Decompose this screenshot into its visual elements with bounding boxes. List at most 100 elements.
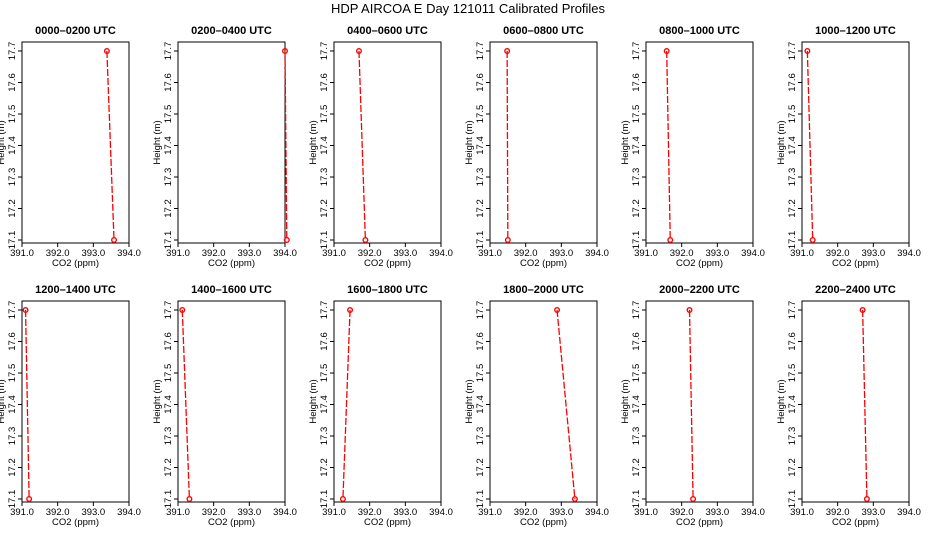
x-axis-label: CO2 (ppm) [364,258,411,269]
data-point [282,48,289,55]
profile-line [556,309,576,500]
panel-title: 0600–0800 UTC [503,25,584,37]
y-tick-label: 17.7 [7,301,18,320]
x-axis-label: CO2 (ppm) [520,517,567,528]
profile-line [24,309,30,500]
y-tick-label: 17.2 [163,199,174,218]
y-axis-label: Height (m) [776,120,787,164]
data-point [667,236,674,243]
y-tick-label: 17.6 [475,73,486,92]
y-tick-label: 17.4 [475,136,486,155]
y-tick-label: 17.5 [7,364,18,383]
y-tick-label: 17.4 [787,136,798,155]
chart-panel: 1800–2000 UTC 391.0 392.0 393.0 394.0 17.1 17.… [464,284,609,528]
y-axis-label: Height (m) [464,379,475,423]
y-tick-label: 17.5 [475,364,486,383]
x-tick-label: 392.0 [514,248,538,259]
plot-frame [21,300,130,503]
y-tick-label: 17.1 [7,231,18,250]
y-tick-label: 17.7 [475,301,486,320]
y-tick-label: 17.2 [7,199,18,218]
x-tick-label: 391.0 [166,507,190,518]
x-tick-label: 392.0 [358,248,382,259]
x-tick-label: 391.0 [478,507,502,518]
y-tick-label: 17.6 [7,332,18,351]
y-tick-label: 17.7 [787,301,798,320]
y-tick-label: 17.3 [163,168,174,187]
y-tick-label: 17.2 [7,458,18,477]
x-tick-label: 391.0 [10,248,34,259]
y-axis-label: Height (m) [152,120,163,164]
y-tick-label: 17.1 [163,490,174,509]
y-tick-label: 17.6 [787,73,798,92]
y-axis-label: Height (m) [308,120,319,164]
y-tick-label: 17.2 [475,199,486,218]
y-tick-label: 17.3 [319,427,330,446]
x-tick-label: 393.0 [549,507,573,518]
x-axis-label: CO2 (ppm) [520,258,567,269]
y-tick-label: 17.3 [631,427,642,446]
x-axis-label: CO2 (ppm) [208,258,255,269]
y-axis-label: Height (m) [776,379,787,423]
x-tick-label: 394.0 [585,248,609,259]
chart-panel: 0800–1000 UTC 391.0 392.0 393.0 394.0 17.1 17.… [620,25,765,269]
x-tick-label: 393.0 [861,507,885,518]
y-tick-label: 17.3 [7,168,18,187]
y-tick-label: 17.6 [631,332,642,351]
x-tick-label: 391.0 [10,507,34,518]
profile-line [506,50,509,241]
y-tick-label: 17.3 [631,168,642,187]
chart-panel: 0600–0800 UTC 391.0 392.0 393.0 394.0 17.1 17.… [464,25,609,269]
profile-line [666,50,671,241]
profile-line [861,309,868,500]
data-point [186,496,193,503]
y-tick-label: 17.3 [787,168,798,187]
y-tick-label: 17.7 [631,301,642,320]
chart-panel: 1400–1600 UTC 391.0 392.0 393.0 394.0 17.1 17.… [152,284,297,528]
x-tick-label: 391.0 [790,507,814,518]
x-axis-label: CO2 (ppm) [364,517,411,528]
data-point [339,496,346,503]
plot-frame [645,300,754,503]
x-tick-label: 394.0 [585,507,609,518]
y-tick-label: 17.5 [163,105,174,124]
x-tick-label: 393.0 [705,507,729,518]
chart-panel: 2000–2200 UTC 391.0 392.0 393.0 394.0 17.1 17.… [620,284,765,528]
plot-frame [645,41,754,244]
chart-panel: 1600–1800 UTC 391.0 392.0 393.0 394.0 17.1 17.… [308,284,453,528]
data-point [179,307,186,314]
x-tick-label: 392.0 [514,507,538,518]
x-tick-label: 393.0 [81,248,105,259]
y-tick-label: 17.7 [631,42,642,61]
panel-title: 1800–2000 UTC [503,284,584,296]
y-tick-label: 17.2 [787,458,798,477]
panel-title: 1600–1800 UTC [347,284,428,296]
profile-line [806,50,814,241]
y-tick-label: 17.1 [319,490,330,509]
chart-panel: 0200–0400 UTC 391.0 392.0 393.0 394.0 17.1 17.… [152,25,297,269]
x-tick-label: 393.0 [237,507,261,518]
y-tick-label: 17.1 [475,231,486,250]
y-axis-label: Height (m) [0,120,7,164]
panel-title: 1000–1200 UTC [815,25,896,37]
y-axis-label: Height (m) [308,379,319,423]
y-tick-label: 17.1 [631,490,642,509]
y-tick-label: 17.7 [163,301,174,320]
y-tick-label: 17.6 [319,73,330,92]
data-point [22,307,29,314]
profile-line [106,50,115,241]
x-tick-label: 394.0 [429,507,453,518]
y-axis-label: Height (m) [620,379,631,423]
y-tick-label: 17.1 [475,490,486,509]
y-tick-label: 17.3 [319,168,330,187]
y-tick-label: 17.4 [163,136,174,155]
x-tick-label: 392.0 [202,507,226,518]
y-tick-label: 17.2 [787,199,798,218]
x-tick-label: 392.0 [358,507,382,518]
x-tick-label: 391.0 [322,507,346,518]
data-point [686,307,693,314]
x-tick-label: 391.0 [790,248,814,259]
y-tick-label: 17.5 [631,105,642,124]
x-tick-label: 394.0 [429,248,453,259]
x-tick-label: 392.0 [46,248,70,259]
